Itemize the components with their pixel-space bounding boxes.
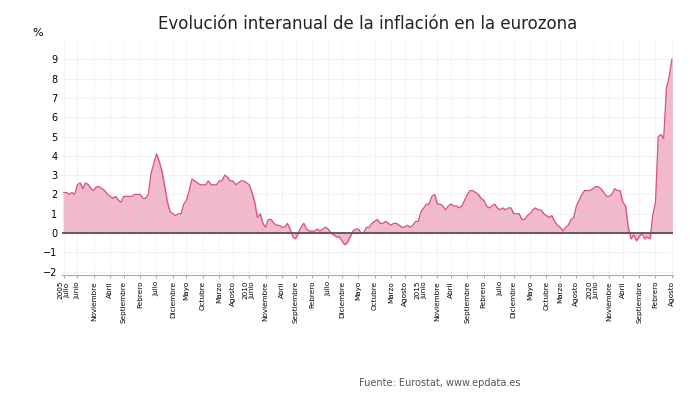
Title: Evolución interanual de la inflación en la eurozona: Evolución interanual de la inflación en …: [158, 15, 578, 33]
Y-axis label: %: %: [32, 28, 43, 38]
Text: Fuente: Eurostat, www.epdata.es: Fuente: Eurostat, www.epdata.es: [359, 378, 520, 388]
